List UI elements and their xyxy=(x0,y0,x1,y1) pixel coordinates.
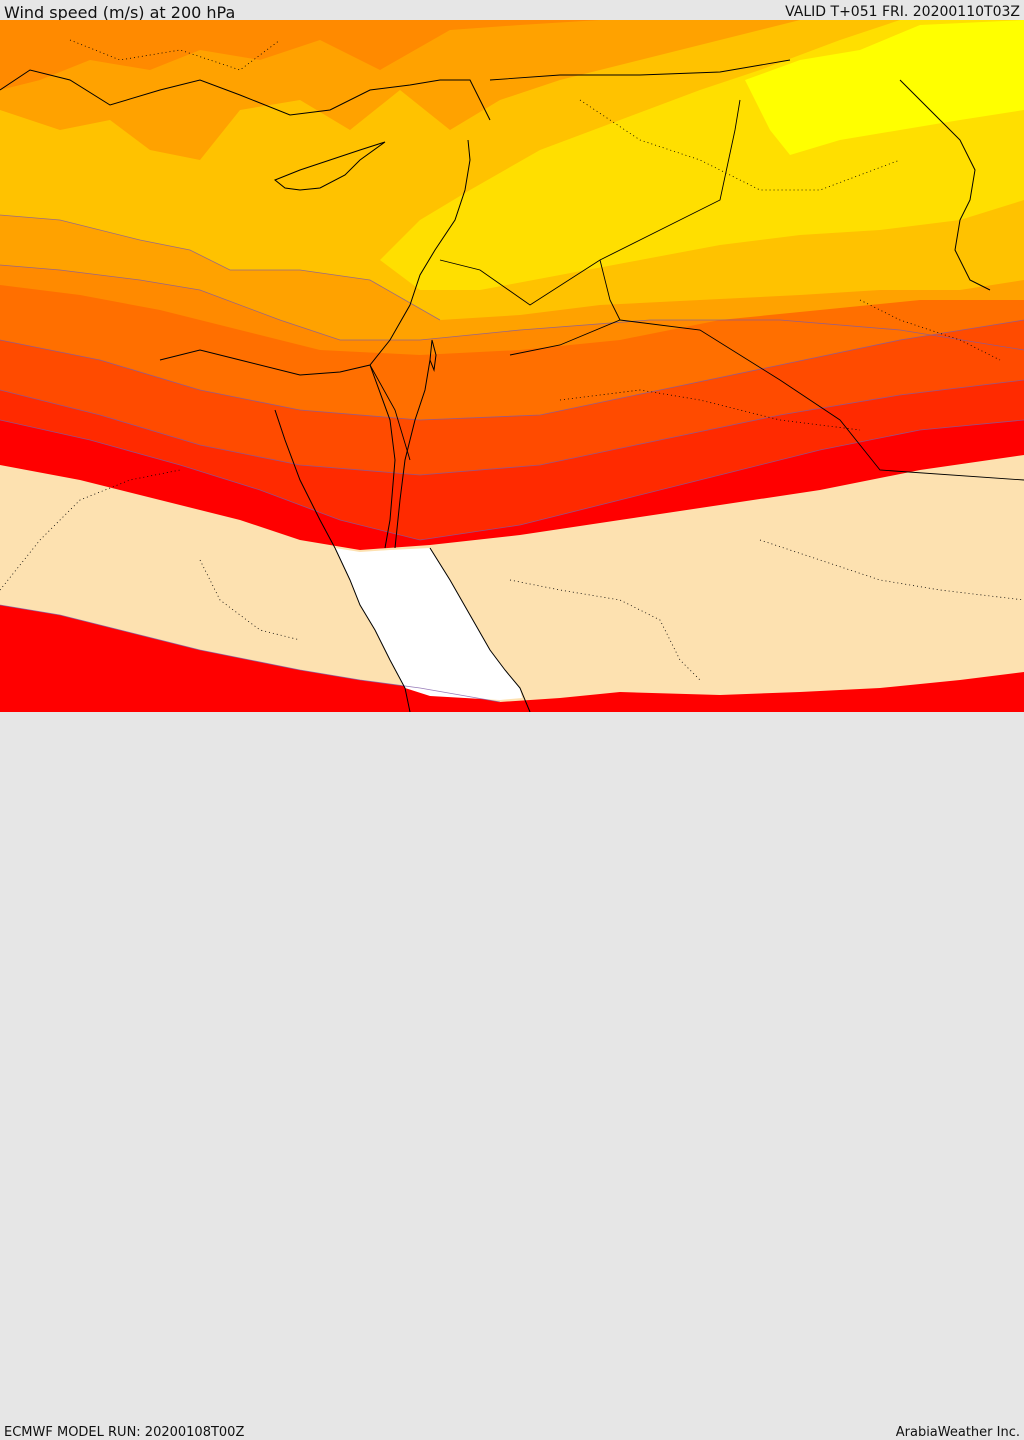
turkey-coast xyxy=(0,69,491,121)
band-yellow xyxy=(745,20,1024,155)
model-run: ECMWF MODEL RUN: 20200108T00Z xyxy=(4,1425,245,1440)
credit: ArabiaWeather Inc. xyxy=(895,1425,1020,1440)
syria-jordan-border xyxy=(439,99,741,306)
red-sea-east xyxy=(429,547,531,712)
wind-contours xyxy=(0,214,1024,703)
sinai-east xyxy=(369,364,396,549)
red-sea-unshaded xyxy=(335,548,522,700)
valid-time: VALID T+051 FRI. 20200110T03Z xyxy=(785,4,1020,20)
jordan-saudi-border xyxy=(509,319,1024,481)
gulf-of-aqaba xyxy=(394,359,431,549)
egypt-israel-border xyxy=(369,364,411,461)
syria-iraq-border xyxy=(489,59,791,81)
persian-gulf-north xyxy=(899,79,991,291)
coastlines xyxy=(0,69,991,712)
red-sea-west xyxy=(334,547,411,712)
weak-wind-area xyxy=(0,455,1024,702)
dead-sea xyxy=(429,339,437,372)
wind-bands xyxy=(0,20,1024,712)
wind-speed-map xyxy=(0,20,1024,712)
footer-bar: ECMWF MODEL RUN: 20200108T00Z ArabiaWeat… xyxy=(0,712,1024,1440)
iraq-saudi-border xyxy=(599,259,621,321)
cyprus xyxy=(274,141,386,191)
levant-coast xyxy=(159,139,471,376)
gulf-of-suez xyxy=(274,409,336,549)
admin-boundaries xyxy=(0,39,1024,681)
map-title: Wind speed (m/s) at 200 hPa xyxy=(4,3,236,22)
header-bar: Wind speed (m/s) at 200 hPa VALID T+051 … xyxy=(0,0,1024,22)
country-borders xyxy=(369,59,1024,481)
